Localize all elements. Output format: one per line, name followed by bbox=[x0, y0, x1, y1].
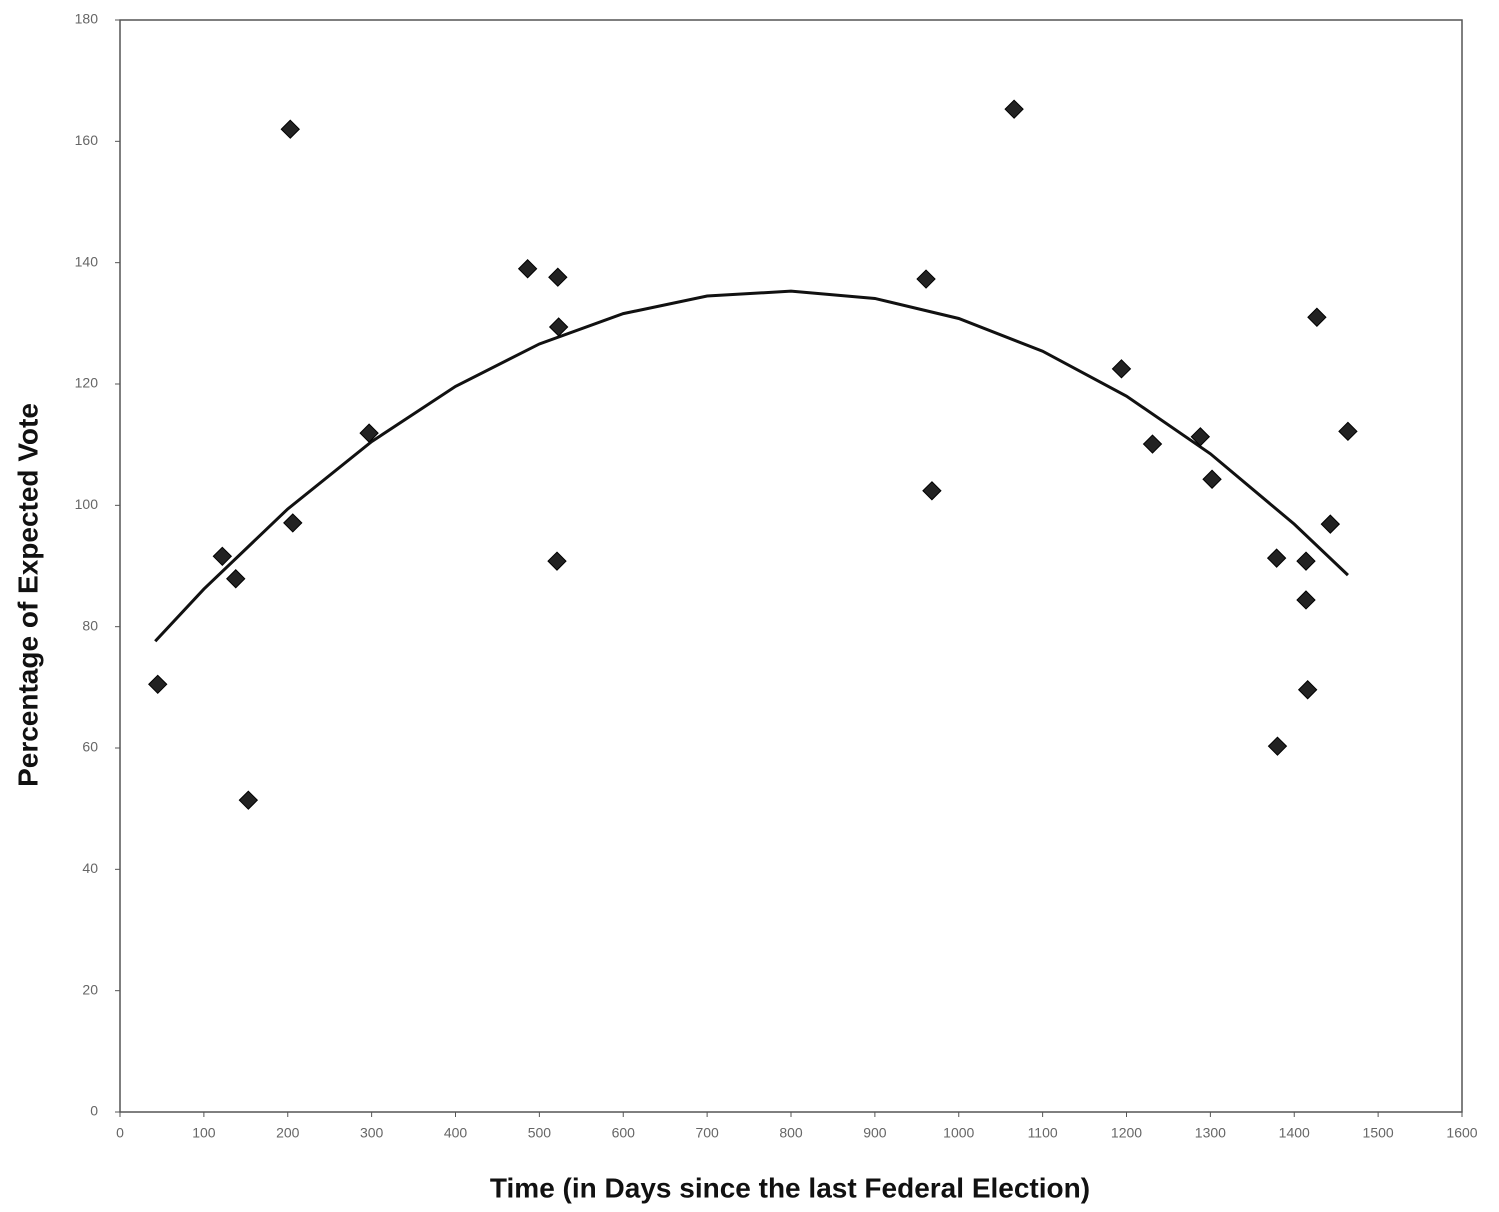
x-tick-label: 200 bbox=[276, 1125, 300, 1141]
x-tick-label: 400 bbox=[444, 1125, 468, 1141]
data-point bbox=[916, 269, 936, 289]
data-point bbox=[148, 674, 168, 695]
data-point bbox=[922, 481, 942, 501]
y-tick-label: 40 bbox=[82, 860, 98, 876]
x-tick-label: 600 bbox=[612, 1125, 636, 1141]
data-point bbox=[359, 423, 379, 443]
data-point bbox=[1267, 736, 1288, 756]
data-point bbox=[280, 119, 300, 139]
x-tick-label: 1600 bbox=[1446, 1125, 1477, 1141]
data-point bbox=[517, 259, 538, 279]
x-axis-title: Time (in Days since the last Federal Ele… bbox=[490, 1172, 1090, 1203]
data-point bbox=[1320, 514, 1341, 534]
x-tick-label: 700 bbox=[695, 1125, 719, 1141]
data-point bbox=[1111, 359, 1132, 379]
x-tick-label: 1100 bbox=[1028, 1125, 1058, 1141]
y-tick-label: 160 bbox=[75, 132, 99, 148]
data-point bbox=[1004, 99, 1024, 119]
trend-line bbox=[154, 289, 1349, 643]
data-point bbox=[1202, 469, 1222, 489]
y-tick-label: 180 bbox=[75, 11, 99, 27]
x-tick-label: 1000 bbox=[943, 1125, 974, 1141]
x-tick-label: 1300 bbox=[1195, 1125, 1226, 1141]
data-point bbox=[1190, 427, 1211, 447]
data-point bbox=[1296, 590, 1316, 610]
data-point bbox=[547, 551, 567, 571]
y-tick-label: 120 bbox=[75, 375, 99, 391]
y-tick-label: 80 bbox=[82, 617, 98, 633]
data-point bbox=[1307, 307, 1327, 327]
data-point bbox=[548, 267, 568, 287]
x-tick-label: 1500 bbox=[1363, 1125, 1394, 1141]
data-point bbox=[212, 546, 233, 567]
x-tick-label: 1400 bbox=[1279, 1125, 1310, 1141]
data-point bbox=[548, 317, 569, 337]
x-tick-label: 0 bbox=[116, 1125, 124, 1141]
data-point bbox=[238, 790, 259, 810]
x-tick-label: 100 bbox=[192, 1125, 216, 1141]
x-tick-label: 500 bbox=[528, 1125, 552, 1141]
y-tick-label: 0 bbox=[90, 1103, 98, 1119]
data-point bbox=[1266, 548, 1287, 568]
y-tick-label: 20 bbox=[82, 981, 98, 997]
data-point bbox=[1297, 680, 1318, 700]
y-axis-title: Percentage of Expected Vote bbox=[12, 403, 43, 787]
x-tick-label: 1200 bbox=[1111, 1125, 1142, 1141]
data-point bbox=[1338, 421, 1358, 442]
data-point bbox=[283, 513, 303, 533]
data-point bbox=[1142, 434, 1163, 454]
x-tick-label: 300 bbox=[360, 1125, 384, 1141]
y-tick-label: 100 bbox=[75, 496, 99, 512]
x-tick-label: 900 bbox=[863, 1125, 887, 1141]
plot-frame bbox=[119, 19, 1463, 1113]
data-point bbox=[226, 569, 246, 589]
data-point bbox=[1296, 551, 1316, 571]
y-tick-label: 140 bbox=[75, 253, 99, 269]
y-tick-label: 60 bbox=[82, 739, 98, 755]
x-tick-label: 800 bbox=[779, 1125, 803, 1141]
